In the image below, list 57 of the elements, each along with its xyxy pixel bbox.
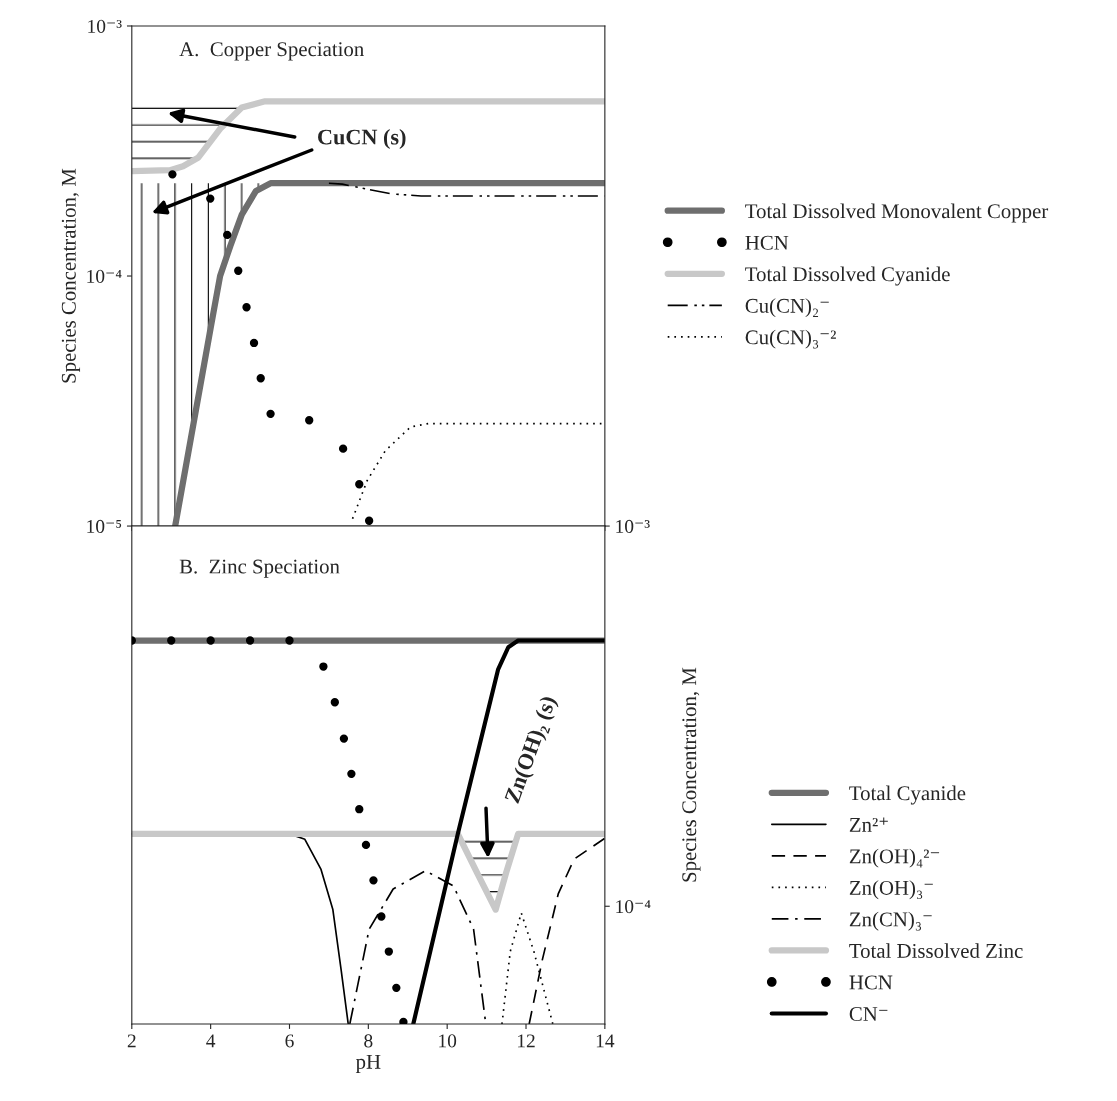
y-tick-label: 10⁻⁵: [87, 519, 122, 533]
point: [339, 734, 349, 743]
point: [347, 769, 356, 778]
point: [355, 480, 364, 489]
legend-label: Zn(OH)₄²⁻: [849, 848, 940, 868]
point: [305, 416, 314, 425]
legend-label: Total Dissolved Cyanide: [745, 266, 950, 286]
legend-label: Zn²⁺: [849, 817, 888, 832]
legend-label: Total Cyanide: [849, 785, 966, 805]
point: [384, 947, 393, 956]
legend-label: Cu(CN)₂⁻: [745, 298, 829, 318]
point: [167, 636, 176, 645]
x-axis-title: pH: [355, 1054, 381, 1074]
point: [266, 409, 275, 419]
legend-label: Total Dissolved Zinc: [849, 943, 1023, 958]
point: [355, 805, 364, 814]
point: [364, 516, 374, 525]
y-tick-label: 10⁻³: [88, 19, 122, 33]
legend-label: CN⁻: [849, 1006, 888, 1021]
text: A. Copper Speciation: [179, 42, 364, 61]
point: [361, 840, 371, 850]
point: [234, 266, 243, 275]
legend-label: Cu(CN)₃⁻²: [745, 329, 836, 349]
point: [392, 983, 401, 993]
legend-label: HCN: [745, 235, 789, 250]
point: [249, 338, 259, 348]
x-tick-label: 4: [206, 1034, 216, 1048]
point: [168, 170, 177, 179]
point: [338, 444, 348, 453]
point: [242, 303, 251, 312]
x-tick-label: 6: [285, 1034, 294, 1048]
point: [399, 1017, 408, 1025]
y-axis-title: Species Concentration, M: [682, 667, 701, 882]
point: [330, 698, 339, 707]
point: [319, 662, 328, 671]
text: B. Zinc Speciation: [179, 559, 340, 578]
y-tick-label: 10⁻³: [616, 519, 650, 533]
legend-label: Zn(OH)₃⁻: [849, 880, 933, 900]
point: [369, 876, 378, 885]
point: [223, 230, 232, 240]
x-tick-label: 10: [439, 1034, 457, 1048]
legend-label: Total Dissolved Monovalent Copper: [745, 203, 1049, 223]
x-tick-label: 14: [596, 1034, 615, 1048]
point: [206, 194, 215, 203]
point: [256, 374, 265, 383]
x-tick-label: 12: [518, 1034, 535, 1048]
x-tick-label: 8: [364, 1034, 373, 1048]
y-tick-label: 10⁻⁴: [87, 269, 122, 283]
y-tick-label: 10⁻⁴: [616, 900, 651, 914]
x-tick-label: 2: [127, 1034, 136, 1048]
point: [245, 636, 255, 645]
point: [206, 636, 215, 645]
legend-label: HCN: [849, 975, 893, 990]
point: [377, 912, 386, 921]
annotation: CuCN (s): [318, 128, 406, 150]
legend-label: Zn(CN)₃⁻: [849, 911, 932, 931]
y-axis-title: Species Concentration, M: [61, 168, 81, 383]
